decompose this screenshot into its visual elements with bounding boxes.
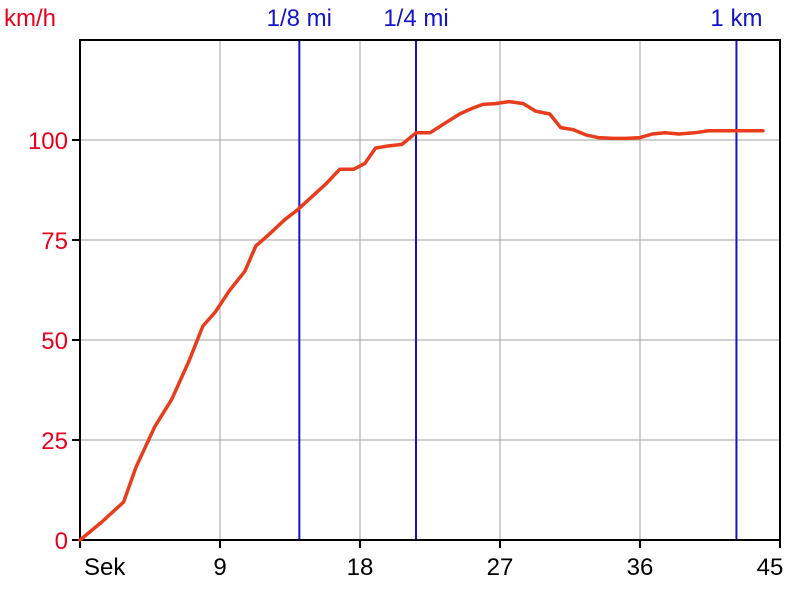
- grid: [80, 40, 780, 540]
- y-tick-label: 25: [41, 428, 68, 455]
- x-tick-label: 18: [347, 554, 374, 581]
- plot-frame: [79, 39, 781, 541]
- y-tick-label: 0: [55, 528, 68, 555]
- distance-marker-label: 1/4 mi: [383, 5, 448, 32]
- y-tick-label: 100: [28, 128, 68, 155]
- x-tick-label: Sek: [84, 554, 126, 581]
- x-tick-label: 36: [627, 554, 654, 581]
- y-axis-label: km/h: [4, 5, 56, 32]
- series: [78, 99, 765, 542]
- y-tick-label: 50: [41, 328, 68, 355]
- x-axis-ticks: Sek 9 18 27 36 45: [79, 540, 784, 581]
- x-tick-label: 45: [757, 554, 784, 581]
- x-tick-label: 27: [487, 554, 514, 581]
- distance-marker-label: 1/8 mi: [267, 5, 332, 32]
- distance-marker-label: 1 km: [710, 5, 762, 32]
- distance-markers: 1/8 mi 1/4 mi 1 km: [267, 5, 762, 540]
- speed-series-line: [78, 99, 765, 542]
- y-axis-ticks: 0 25 50 75 100: [28, 128, 80, 555]
- x-tick-label: 9: [213, 554, 226, 581]
- y-tick-label: 75: [41, 228, 68, 255]
